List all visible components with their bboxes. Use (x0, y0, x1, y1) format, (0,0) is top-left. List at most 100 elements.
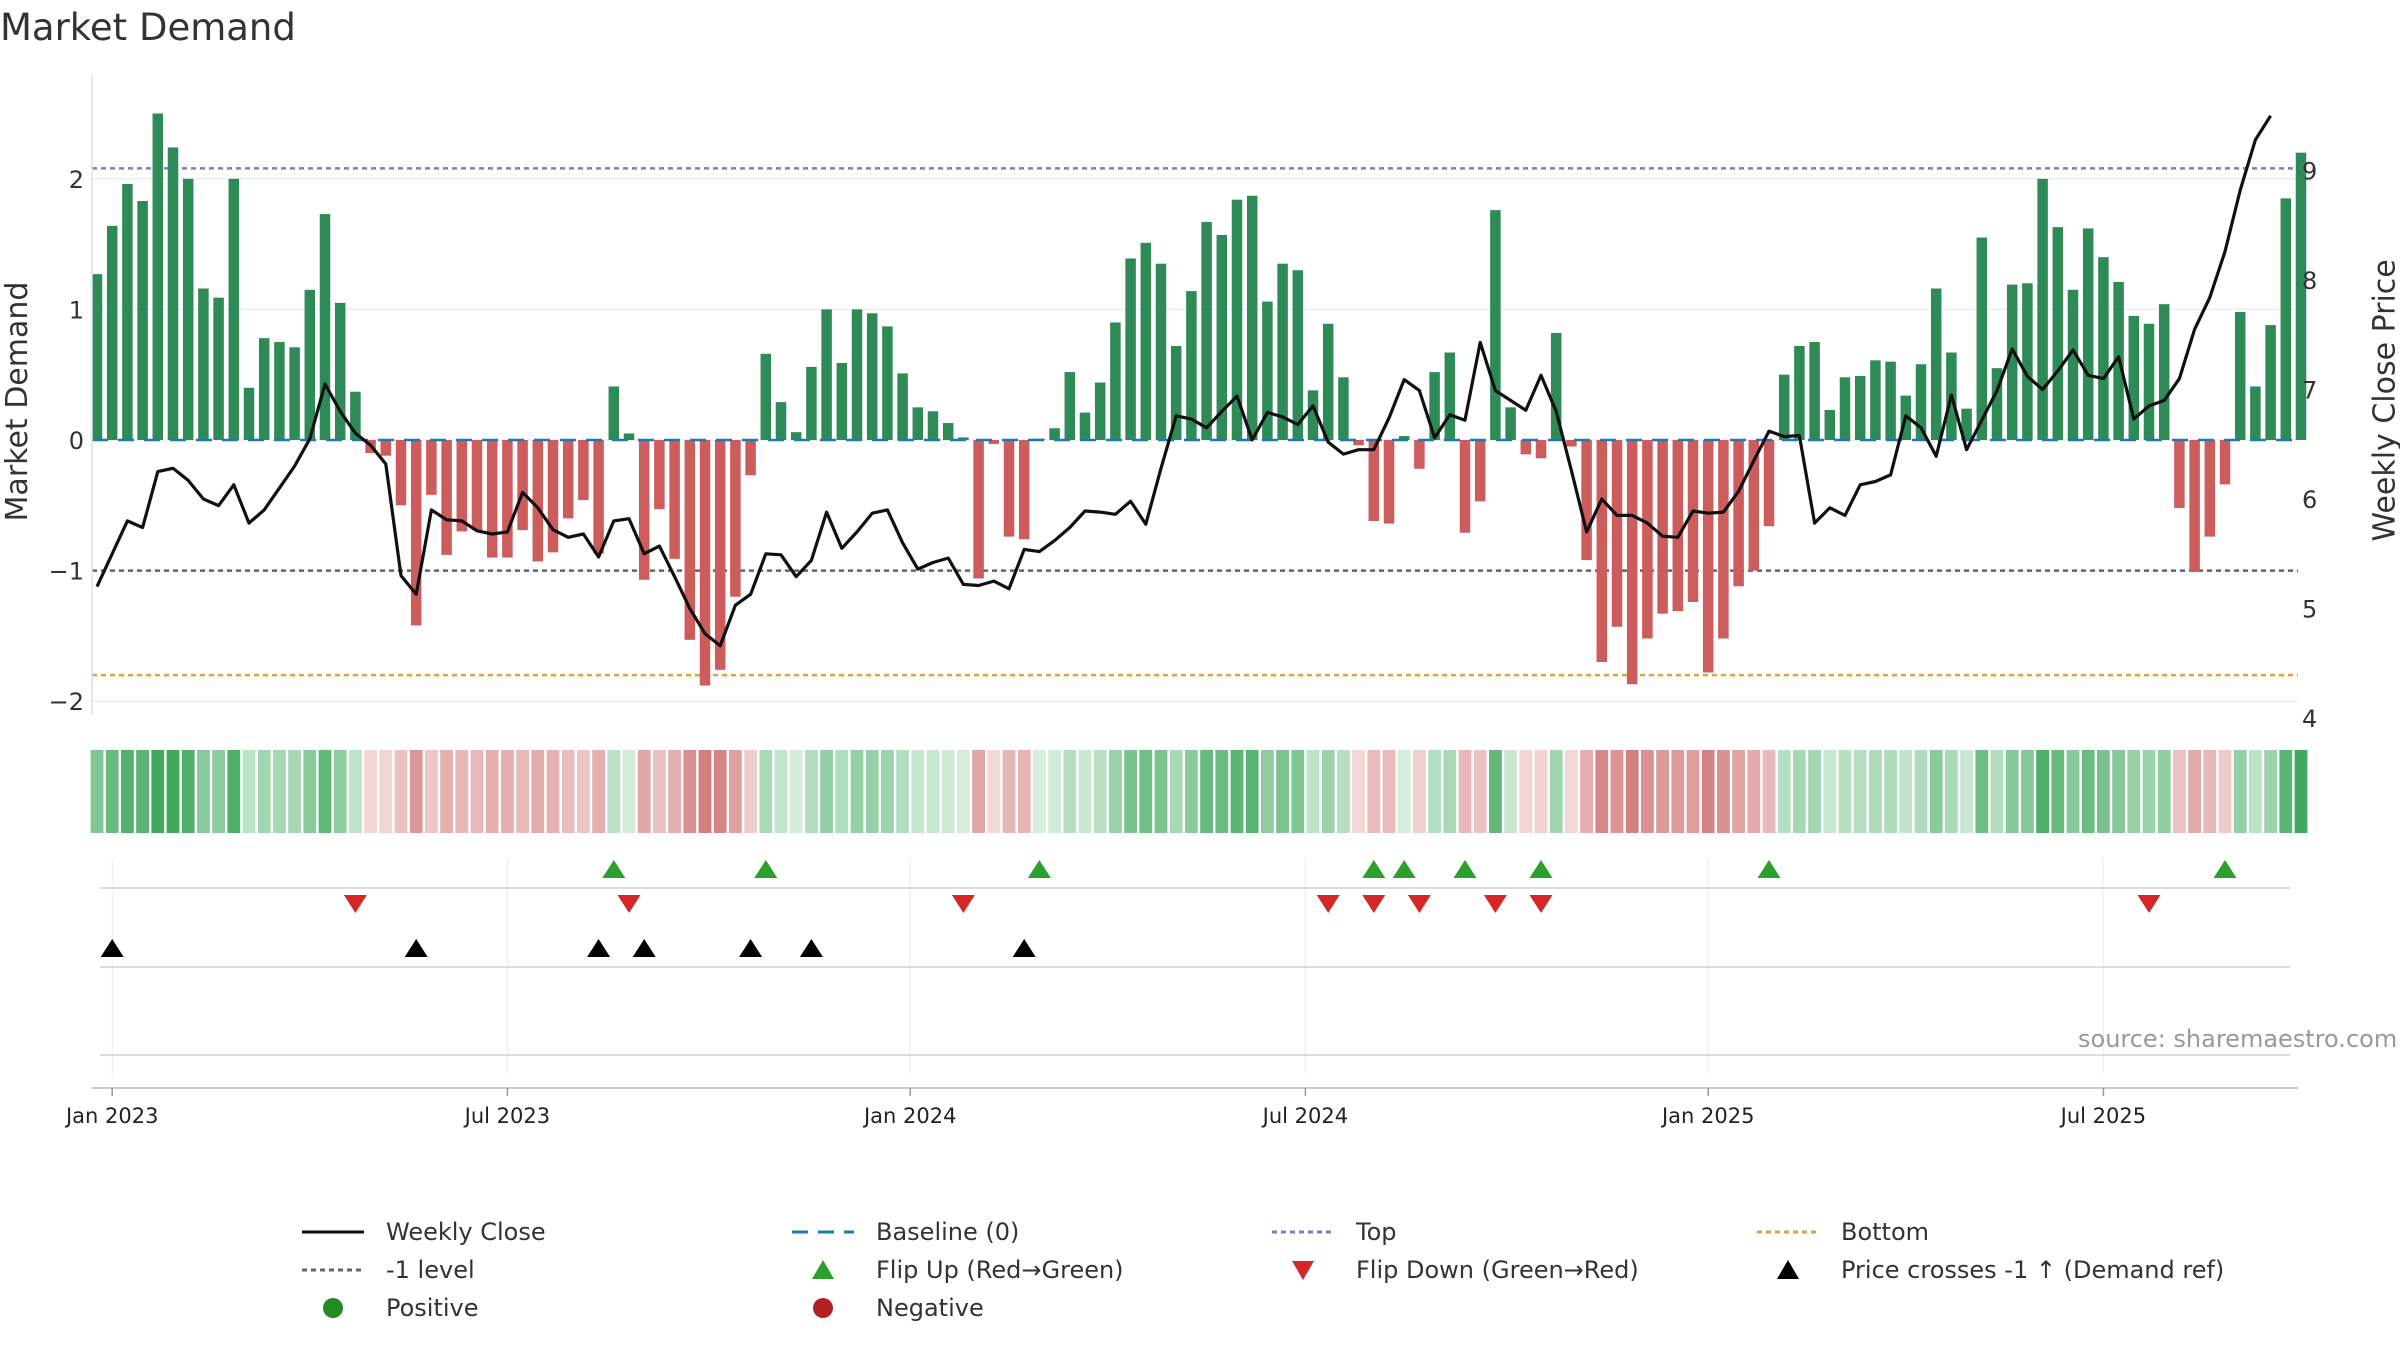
demand-bar (684, 440, 696, 640)
demand-bar (1976, 237, 1988, 440)
demand-bar (2052, 227, 2064, 440)
heat-cell (1367, 750, 1381, 833)
demand-bar (2280, 198, 2292, 440)
demand-bar (2219, 440, 2231, 485)
heat-cell (2112, 750, 2125, 833)
demand-bar (562, 440, 574, 519)
demand-bar (2158, 304, 2170, 440)
heat-cell (835, 750, 849, 833)
demand-bar (2250, 386, 2261, 440)
heat-cell (1200, 750, 1213, 833)
demand-bar (1338, 377, 1349, 440)
heat-cell (2188, 750, 2201, 833)
heat-cell (729, 750, 742, 833)
heat-cell (1154, 750, 1168, 833)
demand-bar (2295, 152, 2307, 440)
demand-bar (1778, 374, 1790, 440)
solid-line-icon (302, 1230, 364, 1234)
heat-cell (1610, 750, 1624, 833)
demand-bar (1687, 440, 1699, 602)
heat-cell (2173, 750, 2186, 833)
demand-bar (1368, 440, 1380, 521)
demand-bar (699, 440, 711, 686)
demand-bar (1186, 291, 1197, 440)
heat-cell (607, 750, 621, 833)
weekly-close-line (95, 114, 2272, 648)
demand-bar (152, 113, 164, 440)
dotted-line-icon (302, 1268, 364, 1272)
heat-cell (805, 750, 818, 833)
demand-bar (1383, 440, 1395, 524)
legend-label: Price crosses -1 ↑ (Demand ref) (1841, 1256, 2225, 1284)
y2-tick-label: 7 (2302, 377, 2317, 405)
demand-bar (1079, 412, 1091, 440)
heat-cell (789, 750, 803, 833)
heat-cell (941, 750, 955, 833)
heat-cell (1929, 750, 1943, 833)
demand-bar (1961, 408, 1972, 440)
legend-item-top: Top (1270, 1218, 1397, 1246)
demand-bar (1459, 440, 1471, 533)
demand-bar (654, 440, 665, 510)
demand-bar (2022, 283, 2033, 440)
demand-bar (122, 184, 133, 440)
flip-up-marker (1453, 860, 1477, 878)
demand-bar (1672, 440, 1684, 612)
legend-label: Bottom (1841, 1218, 1930, 1246)
legend-label: Top (1356, 1218, 1397, 1246)
y2-tick-label: 8 (2302, 267, 2317, 295)
x-tick-label: Jul 2025 (2059, 1104, 2146, 1128)
demand-bar (1216, 234, 1228, 440)
legend: Weekly Close Baseline (0) Top Bottom -1 … (300, 1218, 2280, 1338)
heat-cell (181, 750, 195, 833)
demand-bar (2128, 315, 2140, 440)
legend-label: -1 level (386, 1256, 475, 1284)
heat-cell (2157, 750, 2171, 833)
demand-bar (2234, 312, 2246, 440)
event-markers (100, 860, 2290, 1056)
demand-bar (1246, 195, 1258, 440)
heat-cell (1048, 750, 1061, 833)
heat-cell (1701, 750, 1715, 833)
heat-cell (197, 750, 210, 833)
demand-bar (958, 437, 969, 440)
demand-bar (182, 178, 194, 441)
heat-cell (1656, 750, 1669, 833)
demand-bar (1170, 345, 1182, 440)
y-tick-label: 0 (69, 427, 84, 455)
y2-tick-label: 5 (2302, 596, 2317, 624)
heat-cell (987, 750, 1001, 833)
dashed-line-icon (792, 1230, 854, 1234)
heat-cell (1291, 750, 1305, 833)
heat-cell (1504, 750, 1517, 833)
heat-cell (1884, 750, 1897, 833)
demand-bar (1915, 364, 1927, 440)
legend-item-baseline: Baseline (0) (790, 1218, 1019, 1246)
demand-bar (91, 274, 103, 440)
heat-cell (136, 750, 149, 833)
demand-bar (1201, 221, 1212, 440)
demand-bar (1018, 440, 1030, 540)
legend-label: Negative (876, 1294, 984, 1322)
price-cross-marker (799, 939, 823, 957)
flip-down-marker (1316, 895, 1340, 913)
heat-cell (288, 750, 301, 833)
demand-bar (1581, 440, 1592, 561)
demand-bar (2204, 440, 2216, 537)
demand-bar (1292, 270, 1304, 440)
demand-bar (350, 391, 361, 440)
heat-cell (1017, 750, 1031, 833)
heat-cell (592, 750, 605, 833)
flip-down-marker (617, 895, 641, 913)
heat-cell (1124, 750, 1137, 833)
heat-cell (90, 750, 104, 833)
demand-bar (2189, 440, 2200, 572)
heat-cell (637, 750, 651, 833)
demand-bar (1733, 440, 1744, 587)
heat-cell (2021, 750, 2034, 833)
flip-down-marker (1529, 895, 1553, 913)
heat-cell (1534, 750, 1548, 833)
demand-bar (669, 440, 680, 559)
heat-cell (1641, 750, 1654, 833)
heat-cell (303, 750, 317, 833)
